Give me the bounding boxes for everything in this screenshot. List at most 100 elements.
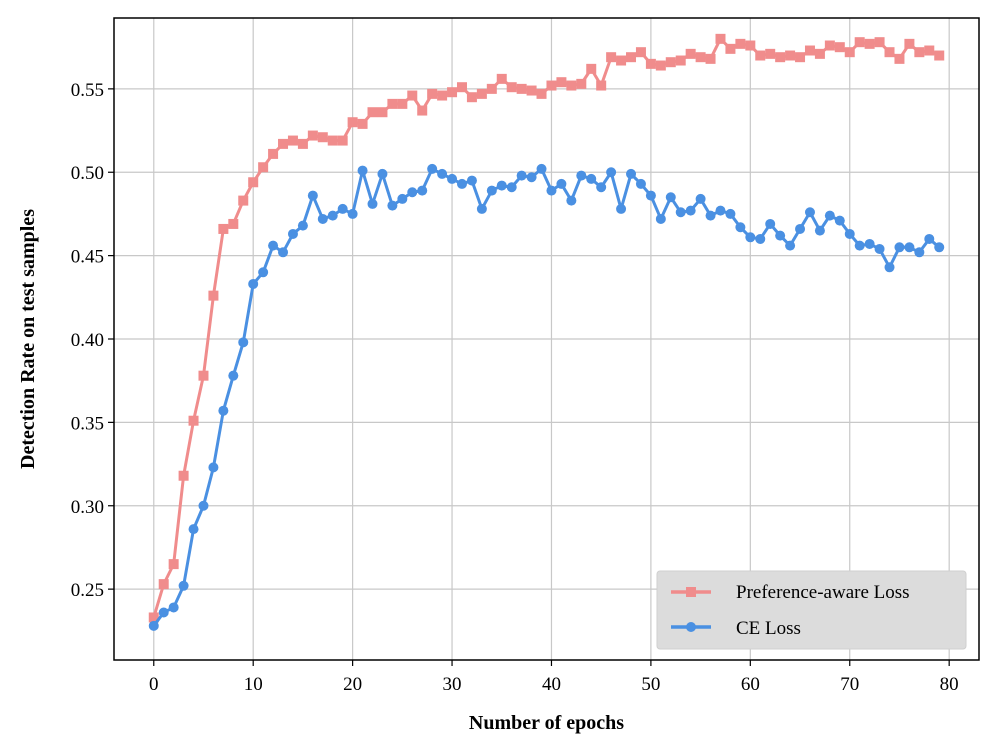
data-point <box>874 243 885 254</box>
data-point <box>198 500 209 511</box>
x-tick-label: 10 <box>244 674 263 695</box>
data-point <box>417 185 428 196</box>
data-point <box>775 52 786 63</box>
data-point <box>914 47 925 58</box>
data-point <box>317 213 328 224</box>
data-point <box>287 135 298 146</box>
data-point <box>655 213 666 224</box>
data-point <box>188 524 199 535</box>
data-point <box>785 240 796 251</box>
data-point <box>934 50 945 61</box>
legend-marker-circle <box>686 622 696 632</box>
x-tick-label: 30 <box>443 674 462 695</box>
data-point <box>357 118 368 129</box>
data-point <box>924 233 935 244</box>
data-point <box>904 242 915 253</box>
data-point <box>606 167 617 178</box>
data-point <box>178 580 189 591</box>
legend-label-ce-loss: CE Loss <box>736 618 801 639</box>
data-point <box>804 45 815 56</box>
x-tick-label: 60 <box>741 674 760 695</box>
data-point <box>407 187 418 198</box>
data-point <box>476 203 487 214</box>
data-point <box>685 205 696 216</box>
data-point <box>357 165 368 176</box>
data-point <box>506 182 517 193</box>
data-point <box>278 138 289 149</box>
data-point <box>496 180 507 191</box>
data-point <box>576 78 587 89</box>
data-point <box>675 207 686 218</box>
data-point <box>904 38 915 49</box>
data-point <box>814 225 825 236</box>
data-point <box>735 222 746 233</box>
data-point <box>854 37 865 48</box>
data-point <box>407 90 418 101</box>
data-point <box>387 200 398 211</box>
data-point <box>844 228 855 239</box>
data-point <box>526 85 537 96</box>
legend-marker-square <box>686 587 696 597</box>
data-point <box>258 267 269 278</box>
data-point <box>775 230 786 241</box>
data-point <box>516 83 527 94</box>
data-point <box>715 33 726 44</box>
data-point <box>238 337 249 348</box>
legend-box <box>656 570 967 650</box>
series-preference-aware-loss <box>148 33 945 623</box>
data-point <box>238 195 249 206</box>
data-point <box>695 52 706 63</box>
x-tick-label: 0 <box>149 674 159 695</box>
data-point <box>735 38 746 49</box>
data-point <box>924 45 935 56</box>
data-point <box>586 63 597 74</box>
legend-entry-preference-aware-loss: Preference-aware Loss <box>671 582 910 603</box>
data-point <box>785 50 796 61</box>
x-axis-label: Number of epochs <box>469 712 624 734</box>
data-point <box>387 98 398 109</box>
data-point <box>437 90 448 101</box>
legend: Preference-aware Loss CE Loss <box>656 570 967 650</box>
data-point <box>268 148 279 159</box>
data-point <box>854 240 865 251</box>
data-point <box>417 105 428 116</box>
data-point <box>526 172 537 183</box>
data-point <box>645 190 656 201</box>
data-point <box>695 193 706 204</box>
data-point <box>427 88 438 99</box>
data-point <box>248 278 259 289</box>
x-tick-label: 40 <box>542 674 561 695</box>
data-point <box>158 579 169 590</box>
data-point <box>834 215 845 226</box>
data-point <box>327 210 338 221</box>
data-point <box>675 55 686 66</box>
data-point <box>258 162 269 173</box>
data-point <box>198 370 209 381</box>
data-point <box>556 77 567 88</box>
data-point <box>158 607 169 618</box>
data-point <box>178 470 189 481</box>
data-point <box>894 242 905 253</box>
series-ce-loss <box>148 163 945 631</box>
data-point <box>934 242 945 253</box>
x-tick-label: 70 <box>840 674 859 695</box>
data-point <box>456 178 467 189</box>
y-tick-label: 0.25 <box>71 580 104 601</box>
data-point <box>884 262 895 273</box>
data-point <box>516 170 527 181</box>
y-tick-label: 0.45 <box>71 247 104 268</box>
data-point <box>596 182 607 193</box>
data-point <box>705 53 716 64</box>
y-tick-label: 0.30 <box>71 497 104 518</box>
data-point <box>148 612 159 623</box>
y-tick-label: 0.55 <box>71 80 104 101</box>
data-point <box>864 238 875 249</box>
data-point <box>616 203 627 214</box>
data-point <box>635 47 646 58</box>
data-point <box>824 210 835 221</box>
data-point <box>556 178 567 189</box>
x-tick-label: 50 <box>641 674 660 695</box>
data-point <box>566 80 577 91</box>
data-point <box>715 205 726 216</box>
